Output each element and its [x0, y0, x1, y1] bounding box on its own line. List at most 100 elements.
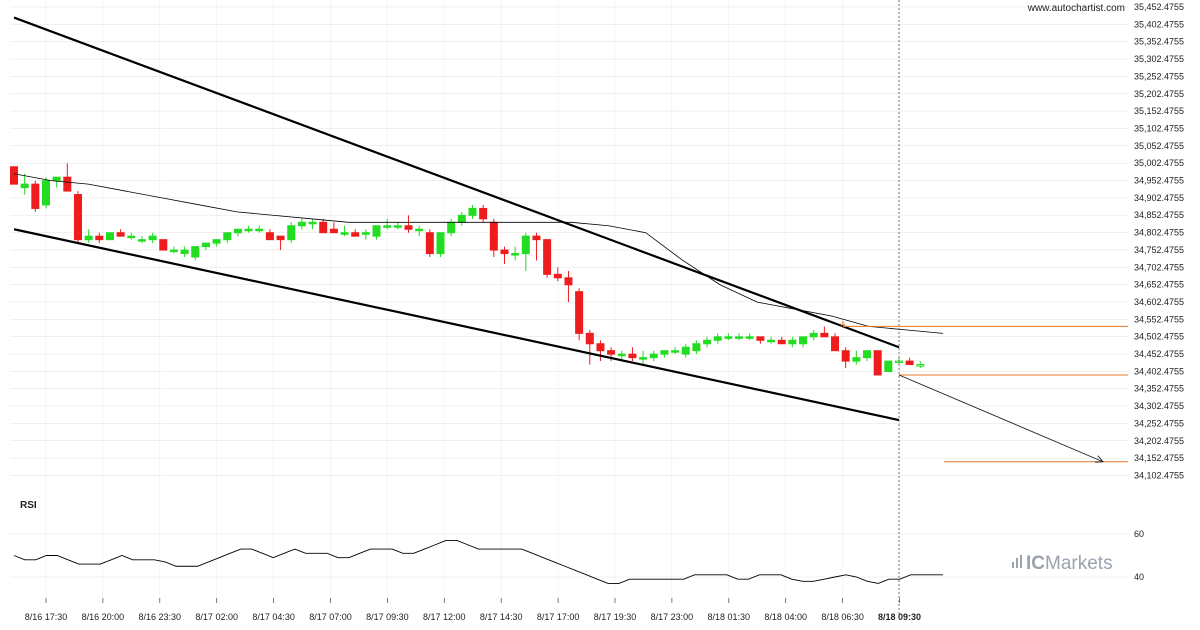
candle-body [713, 336, 722, 341]
price-tick-label: 34,252.4755 [1134, 418, 1184, 428]
price-tick-label: 34,202.4755 [1134, 436, 1184, 446]
moving-average-line [13, 173, 944, 334]
candle-body [73, 194, 82, 241]
candle-body [660, 350, 669, 355]
candle-body [788, 339, 797, 345]
candle-body [500, 249, 509, 255]
candle-body [543, 239, 552, 275]
candle-body [873, 350, 882, 376]
candle-body [649, 353, 658, 359]
candle-body [255, 228, 264, 232]
candle-body [372, 225, 381, 237]
rsi-label: RSI [20, 500, 37, 511]
price-tick-label: 35,002.4755 [1134, 158, 1184, 168]
price-axis: 35,452.4755 35,402.4755 35,352.4755 35,302.… [1134, 2, 1184, 480]
candle-body [681, 346, 690, 355]
price-tick-label: 34,452.4755 [1134, 349, 1184, 359]
candle-body [671, 350, 680, 353]
price-tick-label: 34,102.4755 [1134, 470, 1184, 480]
price-tick-label: 35,102.4755 [1134, 123, 1184, 133]
time-tick-label: 8/16 20:00 [82, 612, 125, 622]
price-tick-label: 35,052.4755 [1134, 141, 1184, 151]
site-url: www.autochartist.com [1027, 3, 1125, 14]
candle-body [521, 235, 530, 255]
price-tick-label: 34,552.4755 [1134, 314, 1184, 324]
candle-body [841, 350, 850, 362]
price-tick-label: 35,302.4755 [1134, 54, 1184, 64]
candle-body [724, 336, 733, 339]
candle-body [799, 336, 808, 345]
time-tick-label: 8/18 01:30 [708, 612, 751, 622]
candle-body [191, 246, 200, 258]
candle-body [404, 225, 413, 230]
price-tick-label: 35,402.4755 [1134, 19, 1184, 29]
candle-body [639, 357, 648, 360]
time-tick-label: 8/18 09:30 [878, 612, 921, 622]
candle-body [52, 176, 61, 182]
candle-body [457, 214, 466, 223]
price-tick-label: 34,902.4755 [1134, 193, 1184, 203]
time-tick-label: 8/18 06:30 [821, 612, 864, 622]
price-tick-label: 34,702.4755 [1134, 262, 1184, 272]
candle-body [329, 228, 338, 234]
candle-body [159, 239, 168, 251]
candle-body [31, 183, 40, 209]
candle-body [287, 225, 296, 241]
candle-body [852, 357, 861, 362]
rsi-line [13, 540, 943, 584]
price-tick-label: 34,302.4755 [1134, 401, 1184, 411]
price-tick-label: 35,452.4755 [1134, 2, 1184, 12]
candle-body [468, 207, 477, 216]
candle-body [361, 232, 370, 235]
candle-body [212, 239, 221, 244]
candle-body [863, 350, 872, 359]
candles [10, 163, 925, 376]
rsi-tick-label: 40 [1134, 572, 1144, 582]
logo-bar-1 [1012, 562, 1014, 568]
candle-body [276, 235, 285, 241]
candle-body [223, 232, 232, 241]
candle-body [244, 228, 253, 232]
logo-bar-2 [1016, 558, 1018, 568]
candle-body [415, 228, 424, 232]
candle-body [383, 225, 392, 228]
candle-body [820, 332, 829, 338]
candle-body [884, 360, 893, 373]
candle-body [692, 343, 701, 352]
forecast-arrow-head [1094, 455, 1104, 463]
price-tick-label: 35,152.4755 [1134, 106, 1184, 116]
candle-body [479, 207, 488, 220]
time-tick-label: 8/16 17:30 [25, 612, 68, 622]
time-tick-label: 8/17 07:00 [309, 612, 352, 622]
candle-body [180, 249, 189, 255]
candle-body [617, 353, 626, 357]
candle-body [393, 225, 402, 228]
candle-body [105, 232, 114, 241]
brand-prefix: IC [1026, 553, 1045, 574]
candle-body [41, 180, 50, 206]
price-tick-label: 34,602.4755 [1134, 297, 1184, 307]
time-axis: 8/16 17:30 8/16 20:00 8/16 23:30 8/17 02:00… [25, 598, 921, 622]
price-tick-label: 34,502.4755 [1134, 332, 1184, 342]
candle-body [703, 339, 712, 345]
pattern-marker: A [840, 320, 846, 329]
logo-bar-3 [1020, 555, 1022, 568]
forecast-arrow-line [898, 374, 1104, 463]
price-tick-label: 34,802.4755 [1134, 228, 1184, 238]
candle-body [308, 221, 317, 225]
price-tick-label: 34,852.4755 [1134, 210, 1184, 220]
rsi-tick-label: 60 [1134, 529, 1144, 539]
price-tick-label: 34,152.4755 [1134, 453, 1184, 463]
candle-body [745, 336, 754, 339]
candle-body [63, 176, 72, 192]
price-tick-label: 34,652.4755 [1134, 280, 1184, 290]
candle-body [95, 235, 104, 241]
candle-body [297, 221, 306, 227]
time-tick-label: 8/17 17:00 [537, 612, 580, 622]
candle-body [916, 364, 925, 367]
candle-body [319, 221, 328, 234]
candle-body [607, 350, 616, 355]
candle-body [575, 291, 584, 334]
candle-body [585, 332, 594, 345]
